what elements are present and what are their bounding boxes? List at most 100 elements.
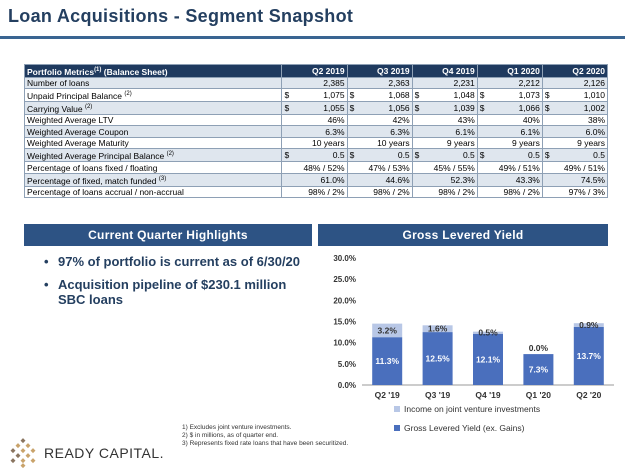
logo-dot: [25, 443, 31, 449]
table-row: Percentage of fixed, match funded (3) 61.…: [23, 172, 609, 187]
legend-swatch-gross-yield: [394, 425, 400, 431]
gross-levered-yield-chart: 0.0% 5.0% 10.0% 15.0% 20.0% 25.0% 30.0% 11.3% 3.…: [333, 254, 614, 433]
table-cell: 9 years: [476, 137, 543, 150]
table-cell: 2,363: [346, 76, 413, 90]
portfolio-metrics-table: Portfolio Metrics(1) (Balance Sheet) Q2 …: [23, 64, 609, 199]
gross-levered-yield-header: Gross Levered Yield: [318, 224, 608, 246]
table-cell: 6.0%: [541, 125, 609, 138]
data-label-gross-yield: 12.1%: [476, 354, 501, 364]
table-cell: 0.5: [491, 148, 543, 163]
bar-jv-income: [473, 331, 503, 334]
table-cell: 10 years: [346, 137, 413, 150]
table-cell: 0.5: [295, 148, 348, 163]
y-tick-label: 30.0%: [333, 254, 356, 263]
table-cell: 1,073: [491, 88, 543, 103]
row-label: Percentage of fixed, match funded (3): [23, 172, 283, 187]
currency-symbol: $: [476, 148, 492, 163]
logo-dot: [15, 443, 21, 449]
table-cell: 40%: [476, 114, 543, 127]
currency-symbol: $: [346, 101, 362, 115]
table-cell: 9 years: [541, 137, 609, 150]
bar-gross-yield: [473, 333, 503, 385]
column-header: Q4 2019: [411, 64, 478, 78]
table-cell: 43%: [411, 114, 478, 127]
table-cell: 1,056: [361, 101, 413, 115]
currency-symbol: $: [346, 148, 362, 163]
table-cell: 38%: [541, 114, 609, 127]
table-row: Percentage of loans accrual / non-accrua…: [23, 185, 609, 199]
table-header-label: Portfolio Metrics(1) (Balance Sheet): [23, 64, 283, 78]
title-divider: [0, 36, 625, 39]
table-cell: 1,066: [491, 101, 543, 115]
currency-symbol: $: [346, 88, 362, 103]
legend-swatch-jv-income: [394, 406, 400, 412]
table-header-row: Portfolio Metrics(1) (Balance Sheet) Q2 …: [23, 64, 609, 78]
table-cell: 0.5: [361, 148, 413, 163]
data-label-jv-income: 3.2%: [378, 325, 398, 335]
row-label: Weighted Average Maturity: [23, 137, 283, 150]
row-label: Weighted Average Coupon: [23, 125, 283, 138]
currency-symbol: $: [541, 101, 557, 115]
table-cell: 46%: [281, 114, 348, 127]
table-cell: 9 years: [411, 137, 478, 150]
bar-jv-income: [372, 323, 403, 338]
table-cell: 6.1%: [411, 125, 478, 138]
bar-gross-yield: [573, 327, 604, 385]
y-tick-label: 10.0%: [333, 339, 356, 348]
x-tick-label: Q1 '20: [526, 390, 551, 400]
page-title: Loan Acquisitions - Segment Snapshot: [8, 6, 354, 26]
table-cell: 47% / 53%: [346, 161, 413, 174]
highlights-header: Current Quarter Highlights: [24, 224, 312, 246]
currency-symbol: $: [411, 148, 427, 163]
table-cell: 98% / 2%: [281, 185, 348, 199]
table-row: Weighted Average Coupon 6.3% 6.3% 6.1% 6.1% 6…: [23, 125, 609, 138]
data-label-gross-yield: 12.5%: [426, 354, 451, 364]
bar-jv-income: [422, 325, 453, 333]
currency-symbol: $: [281, 101, 296, 115]
currency-symbol: $: [411, 101, 427, 115]
table-cell: 97% / 3%: [541, 185, 609, 199]
x-tick-label: Q4 '19: [475, 390, 500, 400]
footnote: 3) Represents fixed rate loans that have…: [182, 440, 349, 447]
table-cell: 2,231: [411, 76, 478, 90]
x-tick-label: Q3 '19: [425, 390, 450, 400]
logo-dot: [25, 453, 31, 459]
legend-label-jv-income: Income on joint venture investments: [404, 404, 540, 414]
table-cell: 6.3%: [346, 125, 413, 138]
bar-gross-yield: [372, 337, 403, 385]
currency-symbol: $: [281, 88, 296, 103]
table-cell: 2,126: [541, 76, 609, 90]
data-label-jv-income: 0.5%: [478, 328, 498, 338]
table-cell: 2,212: [476, 76, 543, 90]
y-tick-label: 0.0%: [338, 381, 356, 390]
table-cell: 52.3%: [411, 172, 478, 187]
table-cell: 6.3%: [281, 125, 348, 138]
table-row: Weighted Average LTV 46% 42% 43% 40% 38%: [23, 114, 609, 127]
logo-dot: [30, 458, 36, 464]
data-label-gross-yield: 7.3%: [529, 365, 549, 375]
row-label: Weighted Average LTV: [23, 114, 283, 127]
table-cell: 98% / 2%: [476, 185, 543, 199]
footnote: 2) $ in millions, as of quarter end.: [182, 432, 279, 439]
column-header: Q1 2020: [476, 64, 543, 78]
highlights-list: 97% of portfolio is current as of 6/30/2…: [44, 254, 314, 315]
table-cell: 1,055: [295, 101, 348, 115]
logo-dot: [30, 448, 36, 454]
y-tick-label: 15.0%: [333, 318, 356, 327]
x-tick-label: Q2 '19: [375, 390, 400, 400]
y-tick-label: 5.0%: [338, 360, 356, 369]
y-tick-label: 20.0%: [333, 296, 356, 305]
column-header: Q3 2019: [346, 64, 413, 78]
table-cell: 1,068: [361, 88, 413, 103]
table-row: Weighted Average Principal Balance (2) $0…: [23, 148, 609, 163]
table-cell: 1,002: [556, 101, 609, 115]
table-cell: 98% / 2%: [346, 185, 413, 199]
logo-dot: [20, 438, 26, 444]
table-cell: 1,010: [556, 88, 609, 103]
data-label-jv-income: 0.0%: [529, 343, 549, 353]
table-cell: 74.5%: [541, 172, 609, 187]
currency-symbol: $: [476, 88, 492, 103]
table-cell: 0.5: [556, 148, 609, 163]
row-label: Percentage of loans fixed / floating: [23, 161, 283, 174]
bar-jv-income: [573, 323, 604, 328]
